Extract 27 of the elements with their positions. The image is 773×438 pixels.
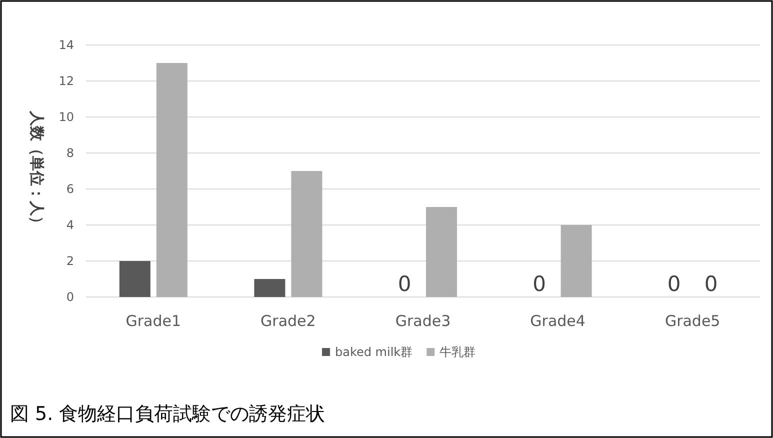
bar — [560, 225, 592, 297]
bar — [156, 63, 188, 297]
data-label: 0 — [704, 272, 718, 296]
x-tick-label: Grade2 — [260, 312, 316, 330]
y-tick-label: 8 — [66, 146, 74, 160]
bar — [291, 171, 322, 297]
data-label: 0 — [398, 272, 412, 296]
y-tick-label: 4 — [66, 218, 74, 232]
legend-label: 牛乳群 — [440, 345, 476, 359]
legend-label: baked milk群 — [335, 345, 413, 359]
y-tick-label: 6 — [66, 182, 74, 196]
x-tick-label: Grade3 — [395, 312, 451, 330]
y-tick-label: 0 — [66, 290, 74, 304]
caption: 図 5. 食物経口負荷試験での誘発症状 — [10, 403, 326, 425]
x-tick-label: Grade5 — [664, 312, 720, 330]
y-axis-title: 人数（単位：人） — [28, 110, 46, 231]
y-tick-label: 2 — [66, 254, 74, 268]
y-tick-label: 12 — [58, 74, 74, 88]
data-label: 0 — [532, 272, 546, 296]
bar — [426, 207, 457, 297]
y-tick-label: 10 — [58, 110, 74, 124]
bar — [254, 279, 286, 297]
data-label: 0 — [667, 272, 681, 296]
x-tick-label: Grade1 — [126, 312, 182, 330]
x-tick-label: Grade4 — [530, 312, 586, 330]
bar — [119, 261, 150, 297]
y-tick-label: 14 — [58, 38, 74, 52]
